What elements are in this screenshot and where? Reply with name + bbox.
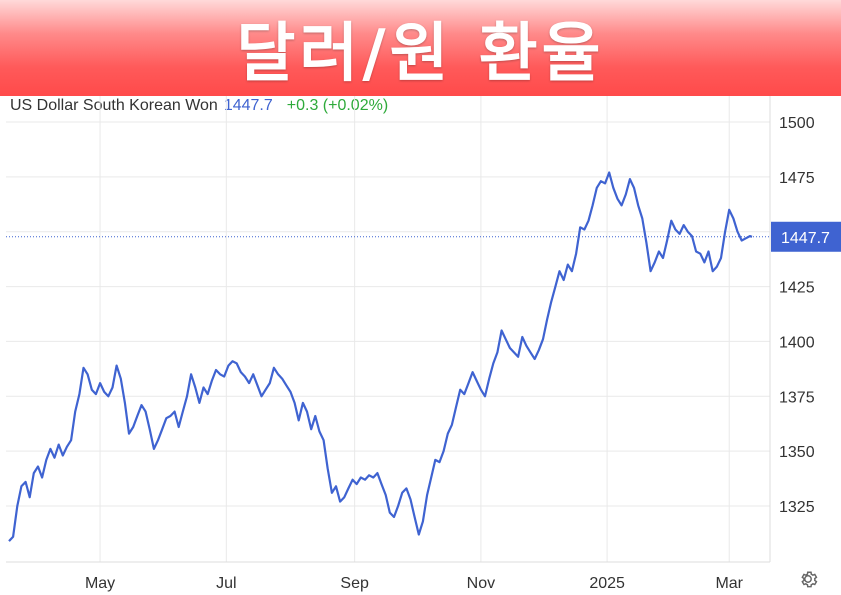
x-tick-label: Nov [467,575,495,592]
y-tick-label: 1475 [779,170,815,187]
current-price: 1447.7 [223,97,273,114]
x-tick-label: May [85,575,115,592]
y-tick-label: 1375 [779,389,815,406]
y-tick-label: 1425 [779,280,815,297]
x-tick-label: 2025 [589,575,625,592]
x-tick-label: Jul [216,575,236,592]
last-value-badge [771,221,841,252]
series-line [8,171,753,542]
y-tick-label: 1350 [779,444,815,461]
x-tick-label: Mar [715,575,743,592]
page-title: 달러/원 환율 [236,17,605,91]
x-tick-label: Sep [340,575,369,592]
y-tick-label: 1400 [779,334,815,351]
price-change: +0.3 (+0.02%) [286,97,389,114]
chart-legend: US Dollar South Korean Won 1447.7 +0.3 (+0… [10,97,388,115]
title-banner: 달러/원 환율 [0,0,841,96]
last-value-label: 1447.7 [781,230,830,247]
y-tick-label: 1325 [779,499,815,516]
instrument-name: US Dollar South Korean Won [10,97,218,114]
y-tick-label: 1500 [779,115,815,132]
gear-icon[interactable] [797,568,819,590]
